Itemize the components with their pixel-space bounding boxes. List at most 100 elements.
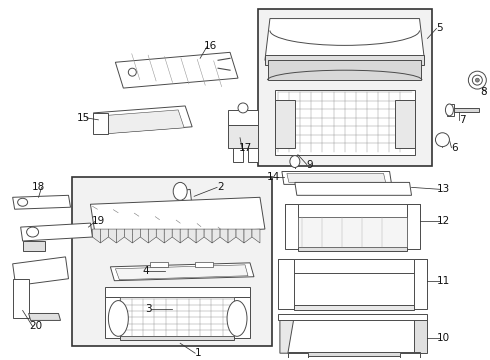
Polygon shape	[285, 204, 419, 217]
Ellipse shape	[18, 198, 27, 206]
Polygon shape	[121, 336, 234, 340]
Polygon shape	[13, 279, 28, 319]
Polygon shape	[414, 259, 427, 309]
Polygon shape	[294, 305, 414, 310]
Polygon shape	[148, 229, 156, 243]
Polygon shape	[280, 319, 427, 353]
Polygon shape	[295, 183, 412, 195]
Text: 1: 1	[195, 348, 201, 358]
Polygon shape	[268, 60, 421, 80]
Polygon shape	[449, 108, 479, 112]
Polygon shape	[180, 229, 188, 243]
Ellipse shape	[227, 301, 247, 336]
Bar	[73, 177, 272, 346]
Polygon shape	[282, 171, 392, 184]
Polygon shape	[278, 315, 427, 320]
Polygon shape	[100, 229, 108, 243]
Polygon shape	[265, 19, 424, 60]
Polygon shape	[447, 104, 454, 116]
Text: 3: 3	[145, 303, 151, 314]
Polygon shape	[172, 229, 180, 243]
Text: 18: 18	[32, 183, 45, 192]
Polygon shape	[121, 297, 234, 336]
Polygon shape	[13, 195, 71, 209]
Polygon shape	[298, 247, 407, 251]
Polygon shape	[156, 229, 164, 243]
Text: 6: 6	[451, 143, 458, 153]
Polygon shape	[178, 189, 192, 209]
Text: 5: 5	[436, 23, 443, 33]
Ellipse shape	[290, 156, 300, 167]
Polygon shape	[108, 229, 116, 243]
Polygon shape	[285, 204, 298, 249]
Ellipse shape	[108, 301, 128, 336]
Ellipse shape	[238, 103, 248, 113]
Bar	[195, 262, 213, 267]
Bar	[258, 9, 433, 166]
Polygon shape	[244, 229, 252, 243]
Polygon shape	[23, 241, 45, 251]
Text: 9: 9	[307, 159, 313, 170]
Polygon shape	[228, 125, 258, 148]
Polygon shape	[94, 113, 108, 134]
Polygon shape	[105, 287, 250, 297]
Polygon shape	[164, 229, 172, 243]
Polygon shape	[252, 229, 260, 243]
Polygon shape	[228, 229, 236, 243]
Ellipse shape	[128, 68, 136, 76]
Text: 2: 2	[217, 183, 223, 192]
Text: 15: 15	[77, 113, 90, 123]
Polygon shape	[21, 223, 93, 241]
Polygon shape	[116, 229, 124, 243]
Polygon shape	[93, 229, 100, 243]
Polygon shape	[280, 319, 294, 353]
Polygon shape	[236, 229, 244, 243]
Polygon shape	[94, 106, 192, 134]
Polygon shape	[132, 229, 140, 243]
Polygon shape	[28, 314, 61, 320]
Polygon shape	[275, 100, 295, 148]
Text: 19: 19	[92, 216, 105, 226]
Polygon shape	[105, 297, 121, 338]
Polygon shape	[414, 319, 427, 353]
Polygon shape	[234, 297, 250, 338]
Text: 20: 20	[29, 321, 42, 332]
Polygon shape	[275, 90, 415, 154]
Polygon shape	[399, 353, 419, 358]
Polygon shape	[287, 174, 386, 183]
Text: 4: 4	[142, 266, 148, 276]
Polygon shape	[115, 265, 248, 280]
Ellipse shape	[475, 78, 479, 82]
Text: 7: 7	[459, 115, 466, 125]
Ellipse shape	[472, 75, 482, 85]
Text: 11: 11	[437, 276, 450, 286]
Polygon shape	[13, 257, 69, 286]
Ellipse shape	[26, 227, 39, 237]
Polygon shape	[298, 217, 407, 247]
Text: 17: 17	[238, 143, 252, 153]
Polygon shape	[407, 204, 419, 249]
Polygon shape	[124, 229, 132, 243]
Polygon shape	[100, 110, 184, 134]
Polygon shape	[204, 229, 212, 243]
Polygon shape	[228, 110, 258, 125]
Text: 8: 8	[480, 87, 487, 97]
Ellipse shape	[173, 183, 187, 200]
Text: 10: 10	[437, 333, 450, 343]
Polygon shape	[288, 352, 419, 356]
Polygon shape	[196, 229, 204, 243]
Polygon shape	[248, 148, 258, 162]
Polygon shape	[233, 148, 243, 162]
Polygon shape	[278, 259, 294, 309]
Polygon shape	[188, 229, 196, 243]
Polygon shape	[91, 197, 265, 236]
Polygon shape	[278, 259, 427, 273]
Ellipse shape	[445, 104, 453, 116]
Polygon shape	[288, 353, 308, 358]
Text: 14: 14	[267, 172, 281, 183]
Ellipse shape	[468, 71, 486, 89]
Polygon shape	[265, 55, 424, 65]
Polygon shape	[140, 229, 148, 243]
Polygon shape	[110, 263, 254, 281]
Bar	[150, 262, 168, 267]
